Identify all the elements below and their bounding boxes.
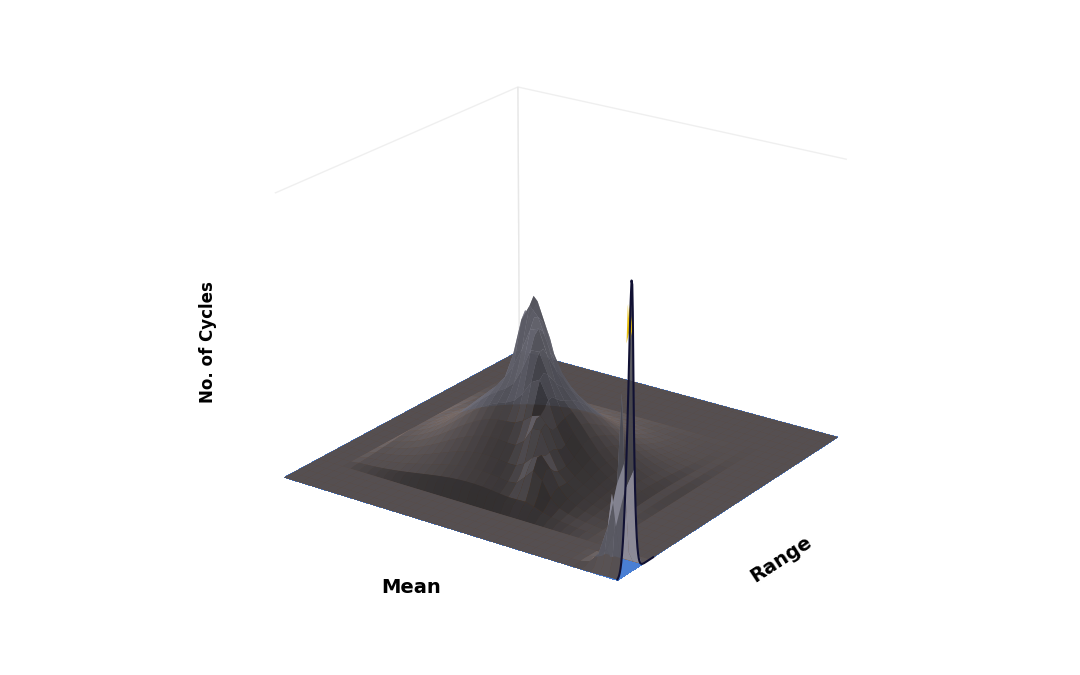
Y-axis label: Mean: Mean [381, 578, 441, 597]
X-axis label: Range: Range [746, 532, 814, 586]
